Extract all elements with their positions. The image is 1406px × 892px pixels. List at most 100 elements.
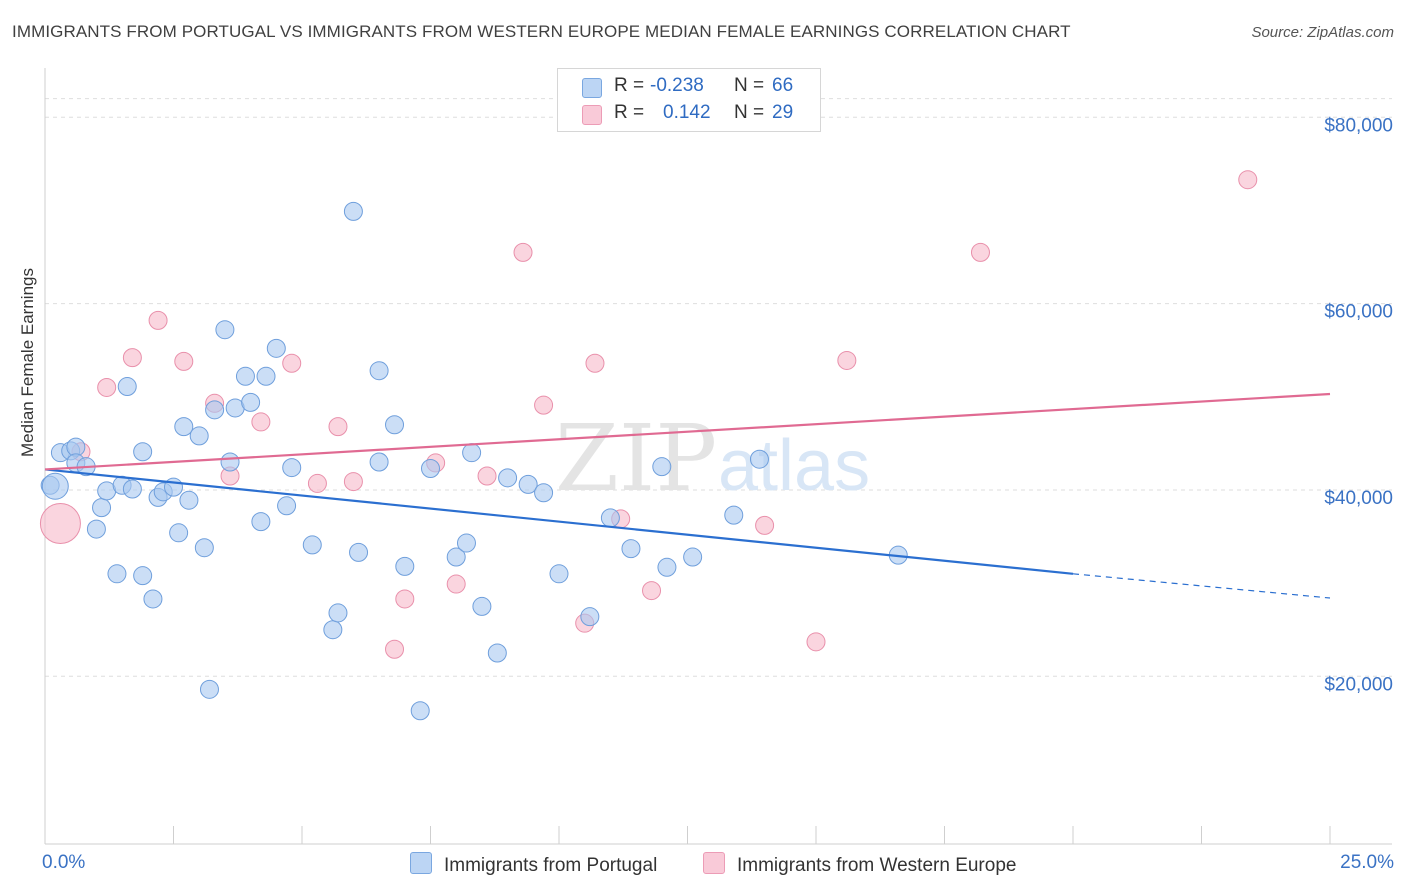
- watermark: ZIP atlas: [555, 405, 870, 512]
- scatter-point: [282, 458, 302, 478]
- scatter-point: [302, 535, 322, 555]
- scatter-point: [518, 474, 538, 494]
- y-axis-label: Median Female Earnings: [18, 268, 37, 457]
- scatter-point: [328, 603, 348, 623]
- scatter-point: [395, 589, 415, 609]
- scatter-point: [215, 320, 235, 340]
- scatter-point: [97, 377, 117, 397]
- correlation-legend: R = -0.238 N = 66 R = 0.142 N = 29: [557, 68, 821, 132]
- scatter-point: [107, 564, 127, 584]
- scatter-point: [307, 473, 327, 493]
- trend-line-portugal-extrapolated: [1072, 573, 1331, 599]
- legend-row-portugal: R = -0.238 N = 66: [582, 75, 812, 99]
- y-tick-labels: $20,000 $40,000 $60,000 $80,000: [1324, 115, 1393, 695]
- scatter-point: [621, 539, 641, 559]
- legend-n-value: 29: [772, 102, 794, 123]
- scatter-point: [343, 472, 363, 492]
- scatter-point: [385, 639, 405, 659]
- legend-n-label: N =: [734, 102, 765, 123]
- scatter-point: [462, 443, 482, 463]
- scatter-point: [477, 466, 497, 486]
- scatter-point: [282, 353, 302, 373]
- scatter-point: [642, 581, 662, 601]
- scatter-point: [1238, 170, 1258, 190]
- trend-line-western-europe: [44, 392, 1331, 471]
- scatter-point: [806, 632, 826, 652]
- bottom-legend-swatch-blue: [410, 852, 432, 874]
- legend-n-value: 66: [772, 75, 794, 96]
- chart-title: IMMIGRANTS FROM PORTUGAL VS IMMIGRANTS F…: [12, 22, 1071, 41]
- scatter-point: [148, 310, 168, 330]
- legend-r-label: R =: [614, 102, 645, 123]
- grid-lines: [45, 98, 1392, 677]
- scatter-point: [205, 400, 225, 420]
- scatter-point: [179, 490, 199, 510]
- scatter-point: [189, 426, 209, 446]
- scatter-point: [235, 366, 255, 386]
- scatter-point: [683, 547, 703, 567]
- scatter-point: [749, 449, 769, 469]
- scatter-point: [220, 452, 240, 472]
- scatter-point: [92, 498, 112, 518]
- scatter-point: [174, 351, 194, 371]
- scatter-point: [970, 242, 990, 262]
- scatter-point: [580, 607, 600, 627]
- watermark-atlas: atlas: [718, 426, 870, 506]
- scatter-point: [600, 508, 620, 528]
- scatter-point: [241, 392, 261, 412]
- legend-swatch-pink: [582, 105, 602, 125]
- scatter-point: [39, 502, 81, 544]
- scatter-point: [122, 348, 142, 368]
- scatter-point: [652, 457, 672, 477]
- bottom-legend-label-portugal: Immigrants from Portugal: [444, 855, 658, 876]
- bottom-legend-swatch-pink: [703, 852, 725, 874]
- scatter-point: [369, 361, 389, 381]
- scatter-point: [385, 415, 405, 435]
- scatter-point: [169, 523, 189, 543]
- scatter-point: [724, 505, 744, 525]
- legend-r-value: 0.142: [663, 102, 711, 123]
- scatter-point: [323, 620, 343, 640]
- scatter-point: [133, 442, 153, 462]
- scatter-point: [256, 366, 276, 386]
- scatter-point: [349, 542, 369, 562]
- scatter-point: [472, 596, 492, 616]
- scatter-point: [446, 574, 466, 594]
- legend-r-value: -0.238: [650, 75, 704, 96]
- scatter-point: [122, 479, 142, 499]
- scatter-point: [534, 395, 554, 415]
- scatter-point: [117, 377, 137, 397]
- legend-n-label: N =: [734, 75, 765, 96]
- scatter-point: [199, 679, 219, 699]
- scatter-point: [498, 468, 518, 488]
- y-tick-label: $20,000: [1324, 674, 1393, 695]
- scatter-point: [174, 417, 194, 437]
- watermark-zip: ZIP: [555, 405, 717, 512]
- scatter-point: [657, 557, 677, 577]
- scatter-point: [395, 556, 415, 576]
- scatter-point: [534, 483, 554, 503]
- scatter-point: [143, 589, 163, 609]
- scatter-point: [277, 496, 297, 516]
- legend-swatch-blue: [582, 78, 602, 98]
- scatter-point: [585, 353, 605, 373]
- scatter-point: [343, 201, 363, 221]
- x-tick-label-min: 0.0%: [42, 852, 86, 873]
- bottom-legend-portugal: Immigrants from Portugal: [410, 852, 657, 877]
- trend-lines: [44, 392, 1331, 599]
- source-credit: Source: ZipAtlas.com: [1251, 24, 1394, 41]
- scatter-point: [194, 538, 214, 558]
- trend-line-portugal: [44, 468, 1074, 575]
- scatter-point: [133, 566, 153, 586]
- y-tick-label: $80,000: [1324, 115, 1393, 136]
- axes: [44, 68, 1392, 845]
- scatter-point: [266, 338, 286, 358]
- scatter-point: [487, 643, 507, 663]
- scatter-point: [755, 515, 775, 535]
- x-tick-label-max: 25.0%: [1340, 852, 1394, 873]
- scatter-point: [66, 437, 86, 457]
- scatter-point: [41, 472, 69, 500]
- series-portugal-points: [40, 201, 908, 721]
- y-tick-label: $60,000: [1324, 302, 1393, 323]
